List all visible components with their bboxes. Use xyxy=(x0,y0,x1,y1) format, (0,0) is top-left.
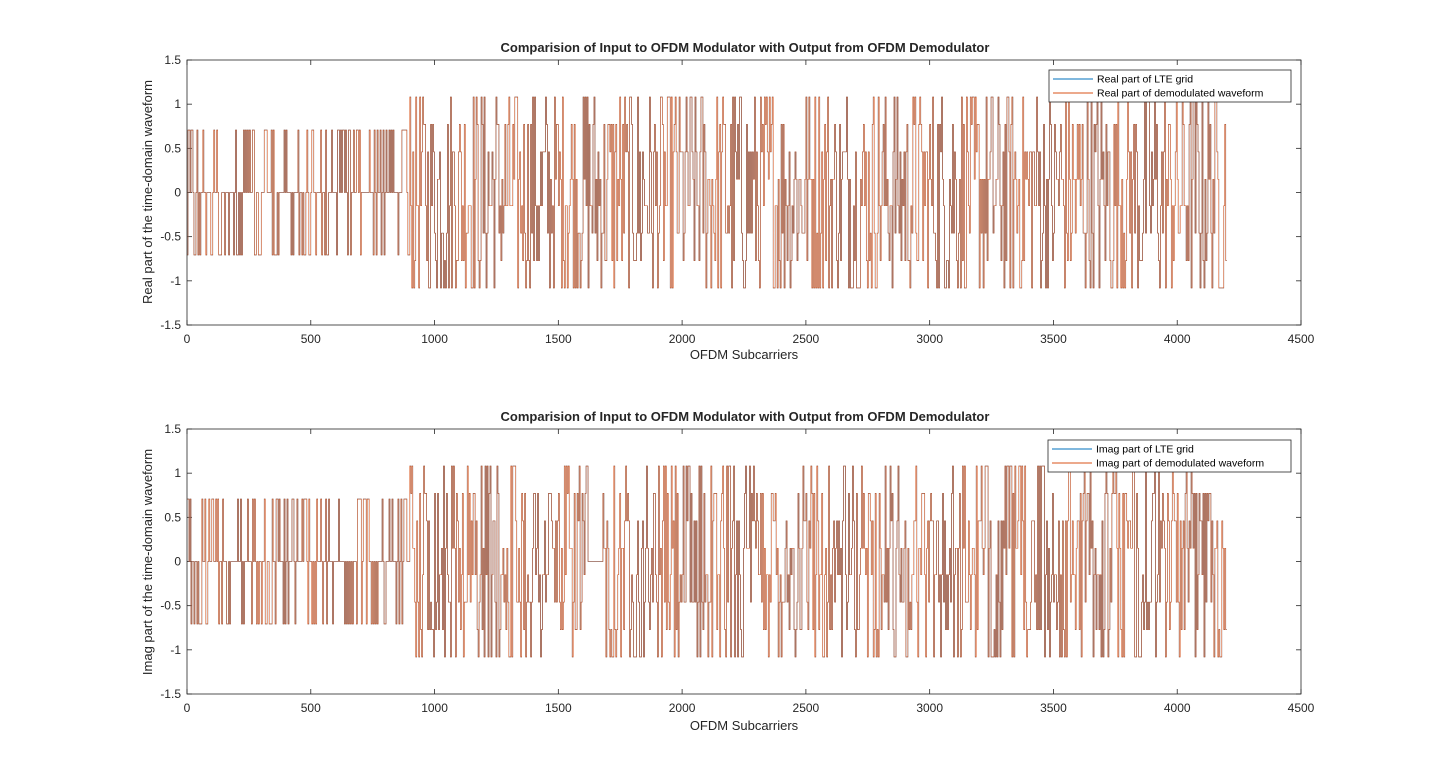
subplot-bottom-x-tick-label: 4000 xyxy=(1164,701,1191,715)
subplot-bottom-x-tick-label: 1500 xyxy=(545,701,572,715)
subplot-bottom-y-tick-label: 1 xyxy=(174,466,181,480)
subplot-bottom-legend-label-2: Imag part of demodulated waveform xyxy=(1096,458,1264,470)
subplot-top-x-tick-label: 4500 xyxy=(1288,332,1315,346)
subplot-top-series-demodulated xyxy=(187,96,1227,289)
subplot-top-x-tick-label: 3000 xyxy=(916,332,943,346)
subplot-bottom-y-tick-label: -1 xyxy=(170,643,181,657)
subplot-top-title: Comparision of Input to OFDM Modulator w… xyxy=(501,40,990,55)
subplot-top-x-tick-label: 2500 xyxy=(793,332,820,346)
subplot-bottom-y-tick-label: -1.5 xyxy=(160,687,181,701)
subplot-top-y-tick-label: 1.5 xyxy=(164,53,181,67)
subplot-bottom-legend-box xyxy=(1047,439,1292,473)
subplot-bottom-x-tick-label: 500 xyxy=(301,701,321,715)
subplot-bottom-y-ticks: -1.5 -1 -0.5 0 0.5 1 1.5 xyxy=(160,422,1301,701)
subplot-top-x-tick-label: 1500 xyxy=(545,332,572,346)
subplot-top-y-tick-label: 1 xyxy=(174,97,181,111)
subplot-bottom-x-ticks: 0 500 1000 1500 2000 2500 3000 3500 4000 4500 xyxy=(184,429,1315,715)
subplot-top-y-tick-label: -1.5 xyxy=(160,318,181,332)
subplot-top-y-ticks: -1.5 -1 -0.5 0 0.5 1 1.5 xyxy=(160,53,1301,332)
subplot-top-legend-label-2: Real part of demodulated waveform xyxy=(1097,88,1264,100)
subplot-top-x-tick-label: 2000 xyxy=(669,332,696,346)
subplot-top-x-tick-label: 3500 xyxy=(1040,332,1067,346)
subplot-top-x-tick-label: 4000 xyxy=(1164,332,1191,346)
subplot-bottom-y-tick-label: 1.5 xyxy=(164,422,181,436)
subplot-bottom-x-tick-label: 2000 xyxy=(669,701,696,715)
subplot-bottom-x-tick-label: 2500 xyxy=(793,701,820,715)
subplot-bottom-y-tick-label: 0 xyxy=(174,555,181,569)
subplot-top-x-tick-label: 0 xyxy=(184,332,191,346)
subplot-bottom-legend-label-1: Imag part of LTE grid xyxy=(1096,444,1194,456)
subplot-bottom-x-label: OFDM Subcarriers xyxy=(690,718,799,733)
subplot-top-legend: Real part of LTE grid Real part of demod… xyxy=(1048,69,1292,103)
subplot-top: Comparision of Input to OFDM Modulator w… xyxy=(140,40,1315,362)
subplot-bottom-y-label: Imag part of the time-domain waveform xyxy=(140,449,155,675)
subplot-top-series xyxy=(187,96,1227,289)
subplot-bottom: Comparision of Input to OFDM Modulator w… xyxy=(140,409,1315,733)
subplot-top-legend-box xyxy=(1048,69,1292,103)
subplot-bottom-x-tick-label: 3000 xyxy=(916,701,943,715)
subplot-bottom-series xyxy=(187,465,1227,658)
subplot-bottom-axes-box xyxy=(186,428,1302,695)
subplot-top-y-tick-label: 0 xyxy=(174,186,181,200)
subplot-bottom-legend: Imag part of LTE grid Imag part of demod… xyxy=(1047,439,1292,473)
subplot-top-axes-box xyxy=(186,59,1302,326)
subplot-top-y-tick-label: -1 xyxy=(170,274,181,288)
subplot-top-y-tick-label: -0.5 xyxy=(160,230,181,244)
subplot-top-x-label: OFDM Subcarriers xyxy=(690,347,799,362)
subplot-top-x-tick-label: 1000 xyxy=(421,332,448,346)
subplot-bottom-x-tick-label: 1000 xyxy=(421,701,448,715)
subplot-bottom-y-tick-label: 0.5 xyxy=(164,510,181,524)
subplot-top-x-ticks: 0 500 1000 1500 2000 2500 3000 3500 4000 4500 xyxy=(184,60,1315,346)
subplot-bottom-series-demodulated xyxy=(187,465,1227,658)
subplot-top-y-tick-label: 0.5 xyxy=(164,141,181,155)
subplot-top-legend-label-1: Real part of LTE grid xyxy=(1097,74,1193,86)
subplot-bottom-x-tick-label: 0 xyxy=(184,701,191,715)
subplot-bottom-x-tick-label: 4500 xyxy=(1288,701,1315,715)
subplot-top-y-label: Real part of the time-domain waveform xyxy=(140,80,155,304)
subplot-bottom-x-tick-label: 3500 xyxy=(1040,701,1067,715)
subplot-top-x-tick-label: 500 xyxy=(301,332,321,346)
subplot-bottom-title: Comparision of Input to OFDM Modulator w… xyxy=(501,409,990,424)
subplot-bottom-y-tick-label: -0.5 xyxy=(160,599,181,613)
